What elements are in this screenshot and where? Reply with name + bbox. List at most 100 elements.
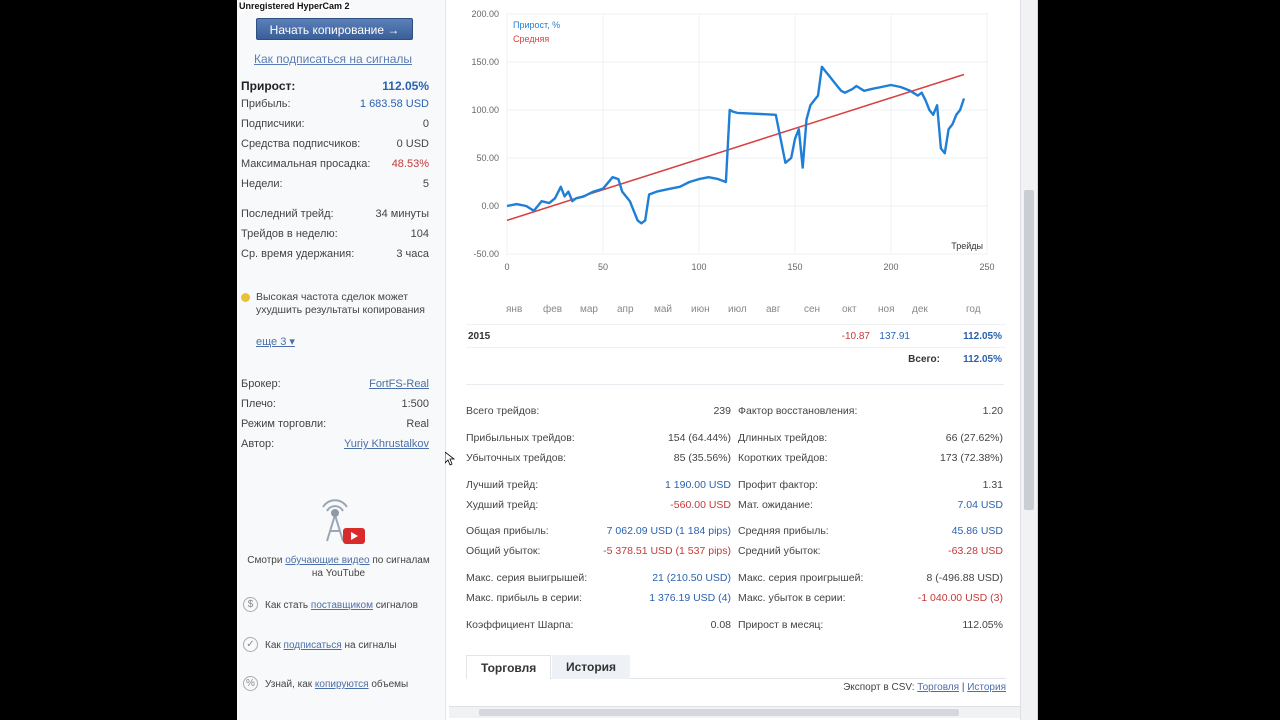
month-header-7: авг [766, 304, 781, 315]
month-header-8: сен [804, 304, 821, 315]
author-link[interactable]: Yuriy Khrustalkov [344, 438, 429, 450]
stat-label: Максимальная просадка: [241, 158, 371, 170]
scroll-thumb[interactable] [1024, 190, 1034, 510]
stat-label: Коротких трейдов: [738, 452, 828, 464]
x-axis-label: Трейды [951, 241, 983, 251]
warning-icon [241, 293, 250, 302]
help-text: объемы [371, 679, 409, 690]
year-total: 112.05% [963, 331, 1002, 342]
mouse-cursor-icon [445, 452, 455, 466]
broker-link[interactable]: FortFS-Real [369, 378, 429, 390]
stat-label: Мат. ожидание: [738, 499, 813, 511]
stat-max-drawdown: Максимальная просадка: 48.53% [241, 158, 429, 170]
export-separator: | [961, 682, 965, 693]
howto-subscribe-link[interactable]: Как подписаться на сигналы [254, 52, 412, 66]
month-header-9: окт [842, 304, 857, 315]
stat-weeks: Недели: 5 [241, 178, 429, 190]
vertical-scrollbar[interactable] [1020, 0, 1037, 720]
stat-label: Общая прибыль: [466, 525, 549, 537]
subscribe-link[interactable]: подписаться [283, 640, 342, 651]
stat-avg-hold: Ср. время удержания: 3 часа [241, 248, 429, 260]
x-tick-label: 150 [787, 262, 802, 272]
stat-row: Макс. прибыль в серии: 1 376.19 USD (4) [466, 592, 731, 604]
stat-row: Лучший трейд: 1 190.00 USD [466, 479, 731, 491]
tab-history[interactable]: История [552, 655, 631, 679]
stat-value: 104 [410, 228, 429, 240]
stat-value: 8 (-496.88 USD) [926, 572, 1003, 584]
month-value-oct: -10.87 [841, 331, 870, 342]
stat-value: 66 (27.62%) [945, 432, 1003, 444]
author-label: Автор: [241, 438, 275, 450]
stat-label: Прибыльных трейдов: [466, 432, 575, 444]
stat-label: Прирост: [241, 79, 296, 93]
y-tick-label: 100.00 [471, 105, 499, 115]
horizontal-scrollbar[interactable] [449, 706, 1020, 718]
stat-value: -560.00 USD [670, 499, 731, 511]
total-row: Всего: 112.05% [466, 352, 1006, 376]
stat-row: Мат. ожидание: 7.04 USD [738, 499, 1003, 511]
stat-subscriber-funds: Средства подписчиков: 0 USD [241, 138, 429, 150]
y-tick-label: 150.00 [471, 57, 499, 67]
help-text: Как стать [265, 600, 309, 611]
export-trade-link[interactable]: Торговля [917, 682, 960, 693]
start-copy-button[interactable]: Начать копирование → [256, 18, 413, 40]
x-tick-label: 250 [979, 262, 994, 272]
more-warnings-link[interactable]: еще 3 ▾ [256, 336, 295, 348]
stat-value: 45.86 USD [951, 525, 1003, 537]
signal-details: -50.00 0.00 50.00 100.00 150.00 200.00 0 50 100 1… [449, 0, 1024, 720]
stat-row: Фактор восстановления: 1.20 [738, 405, 1003, 417]
total-label: Всего: [908, 354, 940, 365]
stat-row: Прирост в месяц: 112.05% [738, 619, 1003, 631]
stat-value: -1 040.00 USD (3) [917, 592, 1003, 604]
divider [466, 384, 1004, 385]
stat-label: Средний убыток: [738, 545, 821, 557]
stat-label: Макс. серия выигрышей: [466, 572, 588, 584]
stat-label: Прирост в месяц: [738, 619, 824, 631]
legend-average: Средняя [513, 34, 549, 44]
stat-label: Фактор восстановления: [738, 405, 858, 417]
stat-value: 3 часа [396, 248, 429, 260]
stat-value: 1.31 [982, 479, 1003, 491]
stat-value: -63.28 USD [948, 545, 1003, 557]
x-tick-label: 50 [598, 262, 608, 272]
stat-label: Всего трейдов: [466, 405, 540, 417]
month-header-6: июл [728, 304, 747, 315]
volumes-link[interactable]: копируются [314, 679, 369, 690]
stat-label: Макс. прибыль в серии: [466, 592, 583, 604]
recorder-watermark: Unregistered HyperCam 2 [239, 1, 350, 11]
stat-row: Макс. серия проигрышей: 8 (-496.88 USD) [738, 572, 1003, 584]
stat-value: 1 683.58 USD [359, 98, 429, 110]
x-tick-label: 0 [504, 262, 509, 272]
leverage-row: Плечо: 1:500 [241, 398, 429, 410]
help-become-provider: $ Как стать поставщиком сигналов [243, 597, 443, 612]
y-tick-label: -50.00 [473, 249, 499, 259]
stat-value: -5 378.51 USD (1 537 pips) [603, 545, 731, 557]
total-value: 112.05% [963, 354, 1002, 365]
x-tick-label: 100 [691, 262, 706, 272]
series-growth-line [506, 65, 966, 225]
provider-link[interactable]: поставщиком [310, 600, 373, 611]
help-subscribe: ✓ Как подписаться на сигналы [243, 637, 443, 652]
stat-value: 1 376.19 USD (4) [649, 592, 731, 604]
tab-trading[interactable]: Торговля [466, 655, 552, 679]
stat-value: 7 062.09 USD (1 184 pips) [606, 525, 731, 537]
stat-label: Макс. серия проигрышей: [738, 572, 864, 584]
dollar-icon: $ [243, 597, 258, 612]
export-history-link[interactable]: История [967, 682, 1006, 693]
youtube-caption: Смотри обучающие видео по сигналам на Yo… [241, 554, 436, 580]
stat-value: 34 минуты [375, 208, 429, 220]
yt-caption-pre: Смотри [247, 555, 283, 566]
growth-chart: -50.00 0.00 50.00 100.00 150.00 200.00 0 50 100 1… [471, 9, 994, 272]
stat-profit: Прибыль: 1 683.58 USD [241, 98, 429, 110]
stat-value: 154 (64.44%) [667, 432, 731, 444]
youtube-video-icon[interactable] [309, 489, 369, 549]
stat-row: Убыточных трейдов: 85 (35.56%) [466, 452, 731, 464]
scroll-thumb[interactable] [479, 709, 959, 716]
stat-label: Коэффициент Шарпа: [466, 619, 574, 631]
stat-value: 112.05% [962, 619, 1003, 631]
tutorial-videos-link[interactable]: обучающие видео [285, 555, 370, 566]
stat-label: Убыточных трейдов: [466, 452, 567, 464]
help-text: на сигналы [344, 640, 397, 651]
warning-text: Высокая частота сделок может ухудшить ре… [256, 291, 425, 316]
stat-label: Худший трейд: [466, 499, 539, 511]
